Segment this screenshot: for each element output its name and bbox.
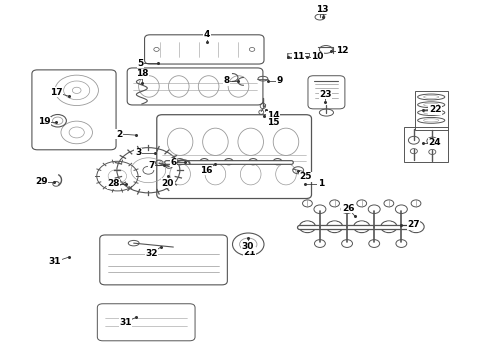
Text: 27: 27 [407,220,419,229]
Text: 31: 31 [119,318,132,327]
Bar [415,91,447,130]
Bar [287,53,295,58]
Ellipse shape [200,158,209,165]
Text: 28: 28 [107,179,120,188]
Text: 12: 12 [337,46,349,55]
Text: 3: 3 [135,148,141,157]
Text: 26: 26 [342,203,354,212]
Text: 15: 15 [267,118,279,127]
Text: 23: 23 [319,90,332,99]
Text: 5: 5 [138,59,144,68]
Text: 30: 30 [242,242,254,251]
Ellipse shape [273,158,282,165]
Text: 11: 11 [292,52,304,61]
Text: 17: 17 [50,88,62,97]
Ellipse shape [175,158,184,165]
Ellipse shape [224,158,233,165]
Text: 7: 7 [148,161,155,170]
Bar [404,127,448,162]
Text: 2: 2 [116,130,122,139]
Text: 21: 21 [243,248,256,257]
Text: 13: 13 [317,5,329,14]
Text: 14: 14 [267,111,279,120]
Text: 22: 22 [429,105,441,114]
Text: 20: 20 [162,179,174,188]
Text: 4: 4 [204,30,210,39]
Ellipse shape [249,158,257,165]
Text: 1: 1 [318,179,324,188]
Text: 25: 25 [299,172,312,181]
Text: 16: 16 [199,166,212,175]
Text: 8: 8 [223,76,230,85]
Text: 29: 29 [35,177,48,186]
Text: 6: 6 [170,158,176,167]
Text: 19: 19 [38,117,50,126]
Bar [300,53,309,57]
Text: 24: 24 [429,139,441,148]
Text: 9: 9 [276,76,282,85]
Text: 18: 18 [136,69,148,78]
Text: 32: 32 [146,249,158,258]
Text: 31: 31 [49,257,61,266]
Text: 10: 10 [311,52,323,61]
